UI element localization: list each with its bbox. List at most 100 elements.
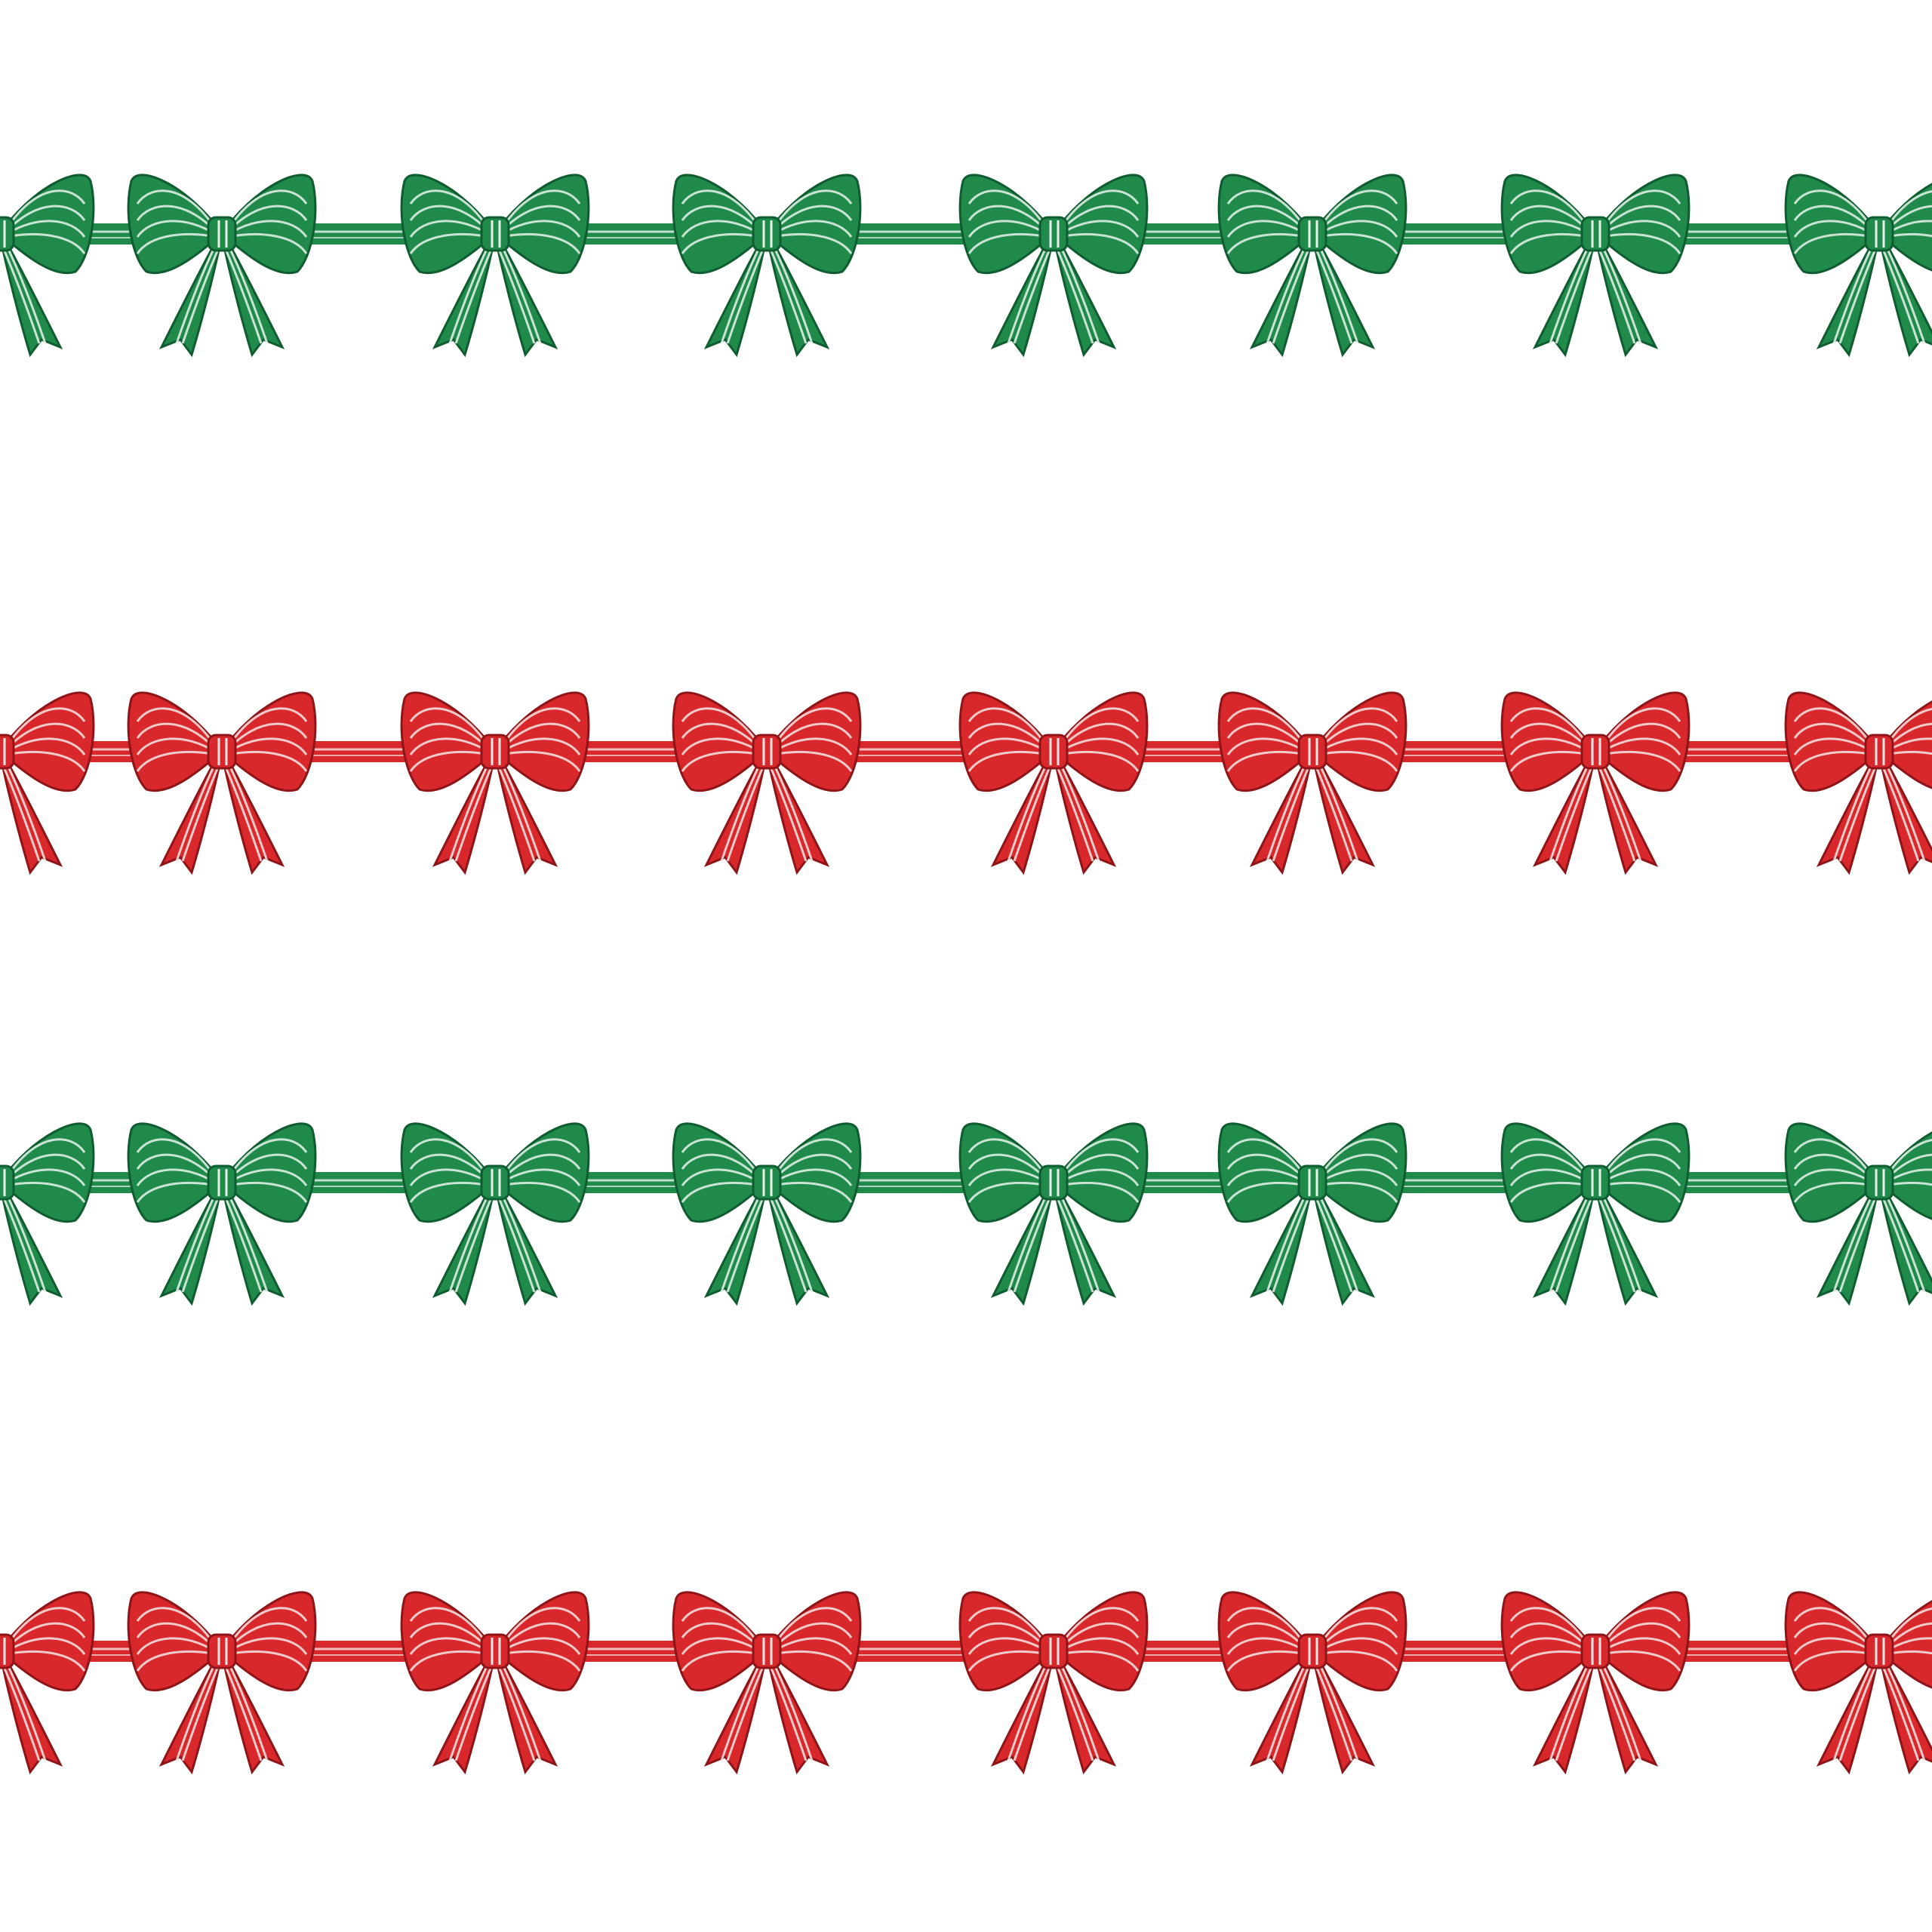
bow-stripe [1059, 1181, 1140, 1203]
tail-stripe [181, 764, 220, 862]
bow-stripe [968, 737, 1048, 755]
bow-loop-right [1878, 183, 1932, 272]
tail-stripe [1555, 247, 1594, 344]
bow-stripe [409, 722, 491, 751]
bow-stripe [681, 189, 762, 230]
garland-row-green [0, 1122, 1932, 1306]
bow-stripe [1793, 232, 1874, 254]
bow-tail-left [990, 1657, 1054, 1775]
bow-stripe [1793, 1650, 1874, 1672]
bow-stripe [5, 707, 86, 748]
bow-stripe [1509, 1138, 1591, 1179]
bow-loop-right [1878, 1600, 1932, 1689]
bow-stripe [1884, 232, 1932, 238]
bow-stripe [1884, 708, 1932, 748]
bow-stripe [5, 205, 86, 233]
bow-loop-left [672, 1591, 768, 1692]
tail-stripe [1272, 1664, 1311, 1761]
garland-row-green [0, 174, 1932, 358]
tail-stripe [720, 1195, 761, 1293]
tail-stripe [497, 1664, 536, 1761]
bow-stripe [1793, 707, 1875, 748]
bow-stripe [1884, 1139, 1932, 1179]
bow-knot [1038, 216, 1069, 252]
bow-stripe [1793, 1168, 1874, 1186]
bow-stripe [1226, 1650, 1307, 1672]
bow-stripe [5, 189, 86, 230]
bow-stripe [1059, 750, 1140, 772]
bow-stripe [136, 220, 217, 238]
bow-tail-left [1249, 1657, 1312, 1775]
bow-stripe [226, 1622, 308, 1651]
bow-stripe [1058, 1153, 1140, 1182]
bow-knot [0, 216, 15, 252]
bow-stripe [136, 1138, 217, 1179]
bow-stripe [1793, 1153, 1875, 1182]
bow-stripe [5, 1153, 86, 1182]
bow-loop-right [1052, 691, 1149, 792]
bow-stripe [5, 1138, 86, 1179]
bow-stripe [1600, 707, 1681, 748]
bow-stripe [1226, 205, 1308, 233]
tail-stripe [1881, 1664, 1920, 1761]
tail-stripe [1314, 247, 1353, 344]
bow-stripe [1793, 737, 1874, 755]
bow [400, 1122, 590, 1306]
bow-stripe [968, 1607, 1049, 1647]
bow-stripe [1600, 1607, 1681, 1647]
bow [400, 1591, 590, 1775]
tail-stripe [454, 764, 494, 862]
bow-stripe [5, 1181, 86, 1203]
bow-stripe [1226, 1181, 1307, 1203]
bow-stripe [968, 1650, 1048, 1672]
bow-stripe [5, 750, 86, 772]
bow-stripe [771, 707, 853, 748]
tail-stripe [773, 764, 814, 862]
bow-loop-left [1784, 1122, 1881, 1223]
tail-stripe [773, 1195, 814, 1293]
bow-stripe [1884, 1181, 1932, 1187]
bow-loop-left [1217, 691, 1314, 792]
bow [672, 174, 862, 358]
tail-stripe [726, 1664, 765, 1761]
bow-stripe [771, 205, 853, 233]
bow-knot [1864, 734, 1894, 770]
bow-stripe [968, 232, 1048, 254]
tail-stripe [1318, 1195, 1359, 1293]
bow-stripe [968, 1637, 1048, 1655]
tail-stripe [726, 1195, 765, 1293]
bow-stripe [409, 220, 490, 238]
bow-stripe [1601, 1181, 1681, 1203]
bow-stripe [409, 737, 490, 755]
bow-stripe [1226, 220, 1307, 238]
tail-stripe [1314, 1195, 1353, 1293]
bow [1784, 174, 1932, 358]
bow-stripe [1884, 205, 1932, 233]
bow-stripe [1058, 189, 1140, 230]
bow-stripe [1226, 1637, 1307, 1655]
bow-stripe [1600, 189, 1681, 230]
bow-tail-left [1532, 240, 1595, 358]
tail-stripe [1549, 1664, 1589, 1761]
bow-stripe [409, 1650, 490, 1672]
bow-stripe [409, 1168, 490, 1186]
bow-stripe [681, 707, 762, 748]
tail-stripe [768, 1664, 808, 1761]
bow [1500, 1591, 1690, 1775]
bow-stripe [1226, 737, 1307, 755]
bow [0, 691, 95, 875]
bow-tail-left [990, 758, 1054, 875]
bow-stripe [500, 1637, 581, 1655]
bow-stripe [227, 1637, 308, 1655]
tail-stripe [726, 764, 765, 862]
tail-stripe [1885, 764, 1926, 862]
tail-stripe [228, 247, 269, 344]
bow-knot [1864, 1633, 1894, 1669]
bow-tail-left [703, 240, 767, 358]
bow-stripe [1317, 189, 1398, 230]
tail-stripe [1881, 1195, 1920, 1293]
bow-stripe [1793, 205, 1875, 233]
bow-loop-right [494, 174, 590, 275]
bow-stripe [1601, 220, 1681, 238]
